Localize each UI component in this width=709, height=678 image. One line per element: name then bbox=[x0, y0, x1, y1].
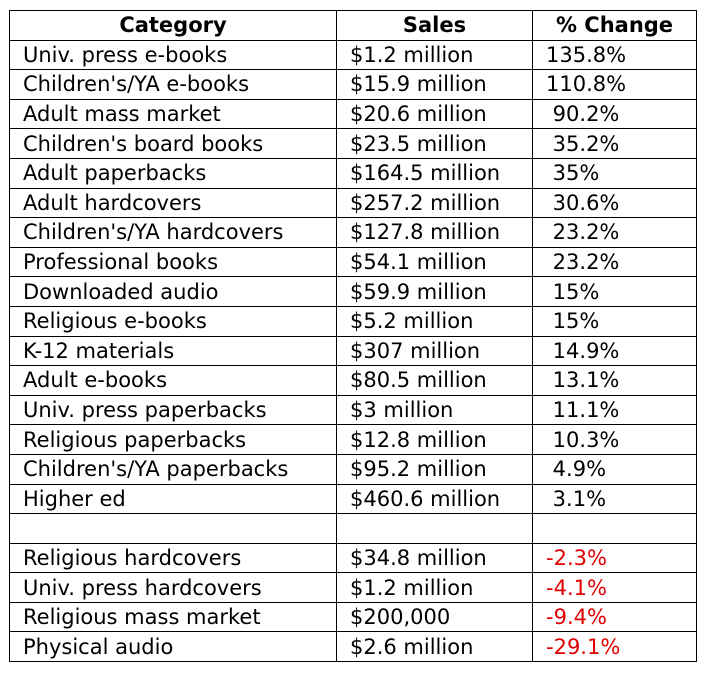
cell-category: Adult paperbacks bbox=[9, 157, 337, 189]
cell-sales: $95.2 million bbox=[336, 453, 533, 485]
cell-sales: $80.5 million bbox=[336, 365, 533, 396]
cell-sales: $460.6 million bbox=[336, 483, 533, 515]
table-row: Higher ed $460.6 million 3.1% bbox=[9, 483, 697, 515]
table-row: Religious hardcovers $34.8 million -2.3% bbox=[9, 542, 697, 574]
cell-category: Adult hardcovers bbox=[9, 187, 337, 219]
header-category: Category bbox=[9, 10, 337, 41]
cell-category: Children's board books bbox=[9, 128, 337, 159]
cell-change: -4.1% bbox=[532, 572, 697, 603]
table-header: Category Sales % Change bbox=[9, 10, 697, 41]
table-row: Religious e-books $5.2 million 15% bbox=[9, 305, 697, 337]
table-row: Children's/YA paperbacks $95.2 million 4.… bbox=[9, 453, 697, 485]
cell-change: 10.3% bbox=[532, 424, 697, 455]
cell-change: 3.1% bbox=[532, 483, 697, 515]
cell-category: Children's/YA paperbacks bbox=[9, 453, 337, 485]
header-row: Category Sales % Change bbox=[9, 10, 697, 41]
header-change: % Change bbox=[532, 10, 697, 41]
cell-sales: $34.8 million bbox=[336, 542, 533, 574]
table-row: Downloaded audio $59.9 million 15% bbox=[9, 276, 697, 307]
cell-category: Higher ed bbox=[9, 483, 337, 515]
table-row: Physical audio $2.6 million -29.1% bbox=[9, 631, 697, 663]
cell-category: Adult e-books bbox=[9, 365, 337, 396]
table-row: Children's/YA e-books $15.9 million 110.8% bbox=[9, 69, 697, 100]
cell-sales bbox=[336, 513, 533, 544]
cell-change: -29.1% bbox=[532, 631, 697, 663]
cell-category: Adult mass market bbox=[9, 98, 337, 130]
cell-category: Religious e-books bbox=[9, 305, 337, 337]
cell-sales: $257.2 million bbox=[336, 187, 533, 219]
cell-category: Univ. press hardcovers bbox=[9, 572, 337, 603]
cell-sales: $164.5 million bbox=[336, 157, 533, 189]
table-row: Children's/YA hardcovers $127.8 million 2… bbox=[9, 217, 697, 248]
cell-change: 23.2% bbox=[532, 246, 697, 278]
cell-change bbox=[532, 513, 697, 544]
table-row: Professional books $54.1 million 23.2% bbox=[9, 246, 697, 278]
table-row: Univ. press e-books $1.2 million 135.8% bbox=[9, 39, 697, 71]
cell-sales: $54.1 million bbox=[336, 246, 533, 278]
cell-category: Physical audio bbox=[9, 631, 337, 663]
header-sales: Sales bbox=[336, 10, 533, 41]
cell-change: 23.2% bbox=[532, 217, 697, 248]
cell-category: Univ. press paperbacks bbox=[9, 394, 337, 426]
cell-change: 15% bbox=[532, 276, 697, 307]
cell-change: 35% bbox=[532, 157, 697, 189]
table-row: Adult hardcovers $257.2 million 30.6% bbox=[9, 187, 697, 219]
cell-category: Religious paperbacks bbox=[9, 424, 337, 455]
cell-sales: $3 million bbox=[336, 394, 533, 426]
cell-change: 4.9% bbox=[532, 453, 697, 485]
cell-sales: $1.2 million bbox=[336, 39, 533, 71]
cell-change: 90.2% bbox=[532, 98, 697, 130]
cell-change: 135.8% bbox=[532, 39, 697, 71]
cell-sales: $59.9 million bbox=[336, 276, 533, 307]
cell-sales: $15.9 million bbox=[336, 69, 533, 100]
cell-category bbox=[9, 513, 337, 544]
cell-change: -9.4% bbox=[532, 601, 697, 633]
table-row: Adult e-books $80.5 million 13.1% bbox=[9, 365, 697, 396]
cell-sales: $307 million bbox=[336, 335, 533, 367]
table-body: Univ. press e-books $1.2 million 135.8% Chi… bbox=[9, 39, 697, 663]
table-row-spacer bbox=[9, 513, 697, 544]
cell-change: 14.9% bbox=[532, 335, 697, 367]
table-row: Univ. press paperbacks $3 million 11.1% bbox=[9, 394, 697, 426]
cell-category: Univ. press e-books bbox=[9, 39, 337, 71]
cell-category: Professional books bbox=[9, 246, 337, 278]
cell-category: Religious hardcovers bbox=[9, 542, 337, 574]
cell-change: 30.6% bbox=[532, 187, 697, 219]
table-row: K-12 materials $307 million 14.9% bbox=[9, 335, 697, 367]
cell-sales: $12.8 million bbox=[336, 424, 533, 455]
sales-table: Category Sales % Change Univ. press e-bo… bbox=[9, 10, 697, 663]
cell-change: 13.1% bbox=[532, 365, 697, 396]
cell-sales: $1.2 million bbox=[336, 572, 533, 603]
table-row: Children's board books $23.5 million 35.2… bbox=[9, 128, 697, 159]
table-row: Adult paperbacks $164.5 million 35% bbox=[9, 157, 697, 189]
cell-category: K-12 materials bbox=[9, 335, 337, 367]
cell-change: 110.8% bbox=[532, 69, 697, 100]
cell-sales: $127.8 million bbox=[336, 217, 533, 248]
cell-change: 35.2% bbox=[532, 128, 697, 159]
cell-sales: $200,000 bbox=[336, 601, 533, 633]
cell-category: Religious mass market bbox=[9, 601, 337, 633]
cell-change: 15% bbox=[532, 305, 697, 337]
table-row: Adult mass market $20.6 million 90.2% bbox=[9, 98, 697, 130]
cell-change: -2.3% bbox=[532, 542, 697, 574]
cell-category: Downloaded audio bbox=[9, 276, 337, 307]
cell-sales: $2.6 million bbox=[336, 631, 533, 663]
cell-sales: $5.2 million bbox=[336, 305, 533, 337]
cell-sales: $20.6 million bbox=[336, 98, 533, 130]
cell-sales: $23.5 million bbox=[336, 128, 533, 159]
cell-category: Children's/YA hardcovers bbox=[9, 217, 337, 248]
cell-category: Children's/YA e-books bbox=[9, 69, 337, 100]
table-row: Univ. press hardcovers $1.2 million -4.1% bbox=[9, 572, 697, 603]
cell-change: 11.1% bbox=[532, 394, 697, 426]
table-row: Religious paperbacks $12.8 million 10.3% bbox=[9, 424, 697, 455]
table-row: Religious mass market $200,000 -9.4% bbox=[9, 601, 697, 633]
